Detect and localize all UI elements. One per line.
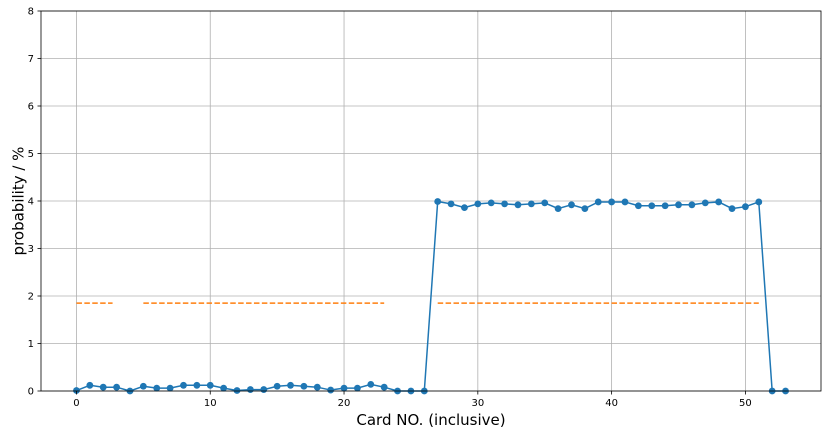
- data-point: [634, 202, 642, 210]
- data-point: [461, 204, 468, 212]
- x-tick-label: 10: [204, 398, 217, 409]
- x-axis-label: Card NO. (inclusive): [356, 411, 505, 429]
- data-point: [434, 198, 442, 205]
- data-point: [153, 384, 161, 392]
- data-point: [73, 387, 80, 394]
- y-tick-label: 3: [28, 244, 34, 255]
- data-point: [742, 203, 749, 211]
- data-point: [300, 382, 308, 390]
- data-point: [327, 386, 335, 394]
- data-point: [313, 383, 321, 391]
- data-point: [474, 200, 482, 208]
- data-point: [180, 381, 187, 389]
- x-tick-label: 0: [73, 398, 79, 409]
- y-tick-label: 5: [28, 149, 34, 160]
- data-point: [233, 387, 241, 394]
- grid: [41, 10, 821, 392]
- y-axis-label: probability / %: [9, 147, 27, 256]
- data-point: [527, 200, 535, 208]
- data-point: [340, 384, 348, 392]
- data-point: [581, 205, 589, 213]
- data-point: [514, 201, 522, 209]
- x-tick-label: 40: [605, 398, 618, 409]
- data-point: [86, 381, 94, 389]
- data-point: [220, 384, 228, 392]
- data-point: [380, 383, 388, 391]
- x-tick-label: 30: [471, 398, 484, 409]
- data-point: [675, 201, 682, 209]
- y-tick-label: 0: [28, 387, 34, 398]
- data-point: [541, 199, 549, 207]
- data-point: [447, 200, 455, 208]
- y-tick-label: 6: [28, 102, 34, 113]
- data-point: [246, 386, 254, 393]
- y-tick-label: 7: [28, 54, 34, 65]
- data-point: [648, 202, 656, 210]
- data-point: [728, 205, 736, 213]
- data-point: [701, 199, 709, 207]
- data-point: [206, 381, 214, 389]
- data-point: [99, 383, 107, 391]
- data-point: [487, 199, 495, 207]
- y-tick-label: 8: [28, 7, 34, 18]
- y-tick-label: 1: [28, 339, 34, 350]
- data-point: [166, 384, 174, 392]
- data-point: [715, 198, 723, 206]
- data-point: [367, 380, 375, 388]
- data-point: [501, 200, 508, 208]
- data-point: [688, 201, 696, 209]
- data-point: [354, 384, 361, 392]
- data-point: [554, 205, 562, 213]
- data-point: [621, 198, 629, 206]
- data-point: [273, 382, 281, 390]
- data-point: [113, 383, 120, 391]
- data-point: [287, 381, 294, 389]
- data-point: [193, 381, 201, 389]
- data-point: [755, 198, 763, 206]
- data-point: [661, 202, 669, 210]
- y-tick-label: 2: [28, 292, 34, 303]
- x-tick-label: 20: [338, 398, 351, 409]
- data-point: [139, 382, 147, 390]
- data-point: [608, 198, 616, 206]
- axes: 0 10 20 30 40 50 0 1 2 3 4 5 6 7 8: [28, 7, 822, 409]
- x-tick-label: 50: [739, 398, 752, 409]
- data-point: [568, 201, 575, 209]
- data-point: [594, 198, 602, 206]
- data-point: [260, 386, 268, 393]
- y-tick-label: 4: [28, 197, 34, 208]
